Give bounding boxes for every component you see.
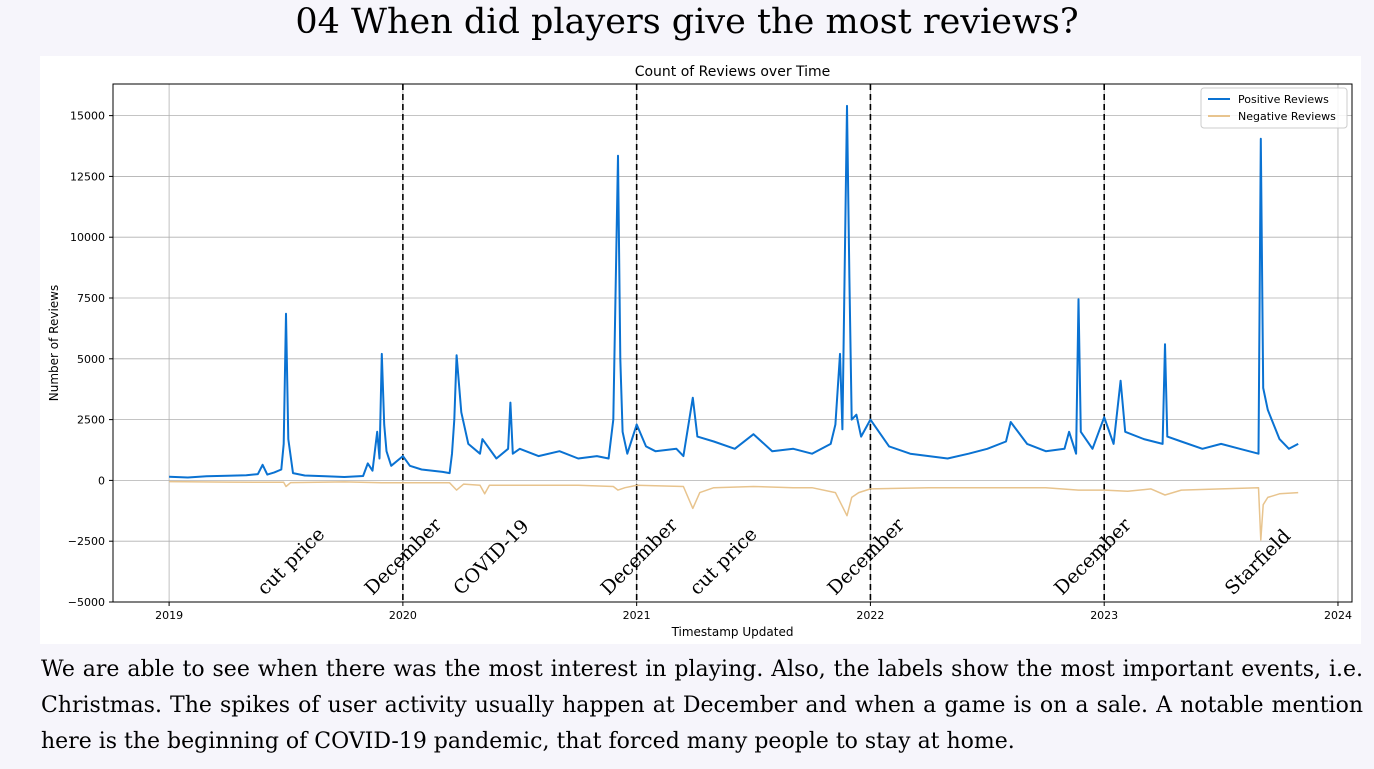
series-lines bbox=[169, 104, 1299, 541]
page-title: 04 When did players give the most review… bbox=[295, 2, 1079, 42]
event-annotation: December bbox=[597, 513, 683, 599]
x-tick-label: 2023 bbox=[1090, 609, 1118, 622]
legend-label-negative: Negative Reviews bbox=[1238, 110, 1336, 123]
chart-figure: −5000 −2500 0 2500 5000 7500 10000 12500 15000 20… bbox=[40, 56, 1361, 644]
y-tick-label: −2500 bbox=[68, 535, 105, 548]
legend-label-positive: Positive Reviews bbox=[1238, 93, 1329, 106]
y-tick-label: 2500 bbox=[77, 414, 105, 427]
event-annotation: cut price bbox=[253, 523, 329, 599]
axis-ticks: −5000 −2500 0 2500 5000 7500 10000 12500 15000 20… bbox=[68, 110, 1352, 622]
x-tick-label: 2021 bbox=[623, 609, 651, 622]
event-annotation: Starfield bbox=[1221, 525, 1295, 599]
event-annotation: December bbox=[823, 513, 909, 599]
event-annotation: cut price bbox=[685, 523, 761, 599]
reviews-line-chart: −5000 −2500 0 2500 5000 7500 10000 12500 15000 20… bbox=[47, 64, 1353, 639]
y-tick-label: 5000 bbox=[77, 353, 105, 366]
y-tick-label: 7500 bbox=[77, 292, 105, 305]
x-tick-label: 2024 bbox=[1324, 609, 1352, 622]
legend-box bbox=[1200, 87, 1348, 129]
page-caption: We are able to see when there was the mo… bbox=[41, 657, 1363, 754]
y-tick-label: 10000 bbox=[70, 231, 105, 244]
x-axis-label: Timestamp Updated bbox=[671, 625, 794, 639]
x-tick-label: 2019 bbox=[155, 609, 183, 622]
negative-reviews-line bbox=[169, 480, 1299, 541]
x-tick-label: 2022 bbox=[856, 609, 884, 622]
y-tick-label: 12500 bbox=[70, 170, 105, 183]
grid-lines bbox=[113, 84, 1352, 603]
y-axis-label: Number of Reviews bbox=[47, 285, 61, 401]
x-tick-label: 2020 bbox=[389, 609, 417, 622]
y-tick-label: 0 bbox=[98, 474, 105, 487]
event-annotations: cut price December COVID-19 December cut pri… bbox=[253, 513, 1295, 599]
y-tick-label: −5000 bbox=[68, 596, 105, 609]
event-annotation: COVID-19 bbox=[449, 515, 533, 599]
legend: Positive Reviews Negative Reviews bbox=[1200, 87, 1348, 129]
chart-title: Count of Reviews over Time bbox=[635, 64, 831, 80]
y-tick-label: 15000 bbox=[70, 110, 105, 123]
positive-reviews-line bbox=[169, 104, 1299, 479]
plot-frame bbox=[112, 83, 1353, 603]
event-annotation: December bbox=[1050, 513, 1136, 599]
december-markers bbox=[402, 84, 1105, 602]
